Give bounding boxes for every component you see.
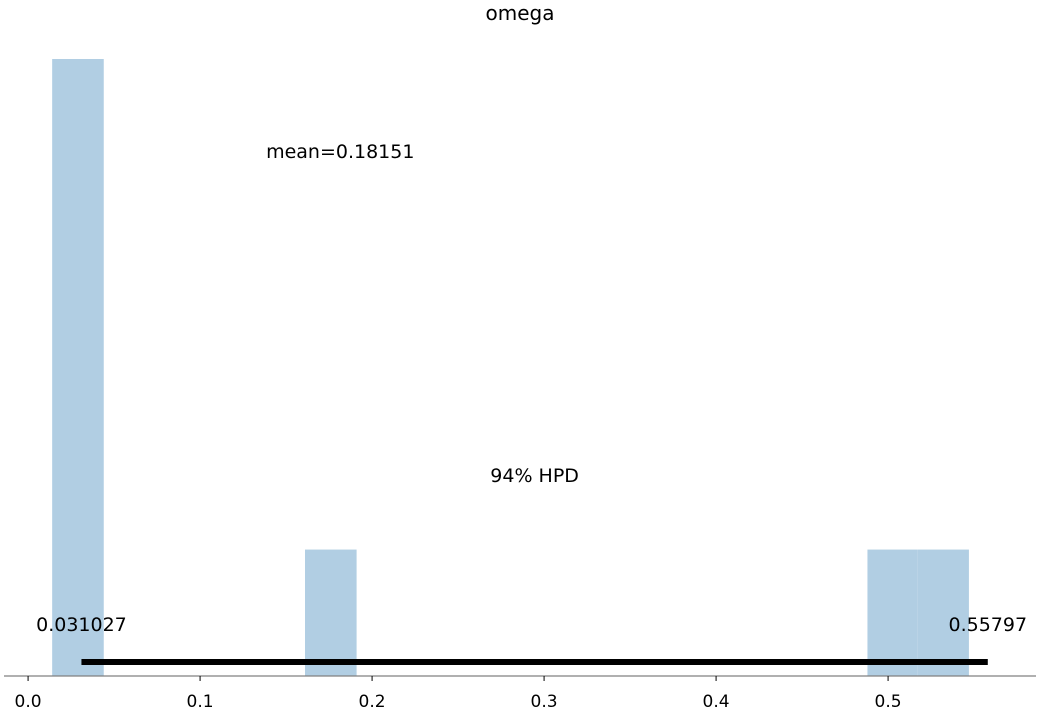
x-tick-label: 0.2 bbox=[359, 692, 386, 712]
histogram-bar-3 bbox=[917, 549, 969, 676]
hpd-high-label: 0.55797 bbox=[948, 614, 1027, 636]
mean-label: mean=0.18151 bbox=[266, 141, 414, 163]
histogram-bar-1 bbox=[305, 549, 357, 676]
x-tick-label: 0.3 bbox=[531, 692, 558, 712]
x-tick-label: 0.0 bbox=[15, 692, 42, 712]
hpd-label: 94% HPD bbox=[490, 465, 579, 487]
x-tick-label: 0.5 bbox=[875, 692, 902, 712]
histogram-bar-0 bbox=[52, 59, 104, 676]
hpd-low-label: 0.031027 bbox=[36, 614, 127, 636]
histogram-bars bbox=[52, 59, 969, 676]
x-axis-ticks: 0.0 0.1 0.2 0.3 0.4 0.5 bbox=[15, 676, 902, 712]
x-tick-label: 0.4 bbox=[703, 692, 730, 712]
histogram-bar-2 bbox=[867, 549, 918, 676]
x-tick-label: 0.1 bbox=[187, 692, 214, 712]
chart-title: omega bbox=[486, 1, 555, 25]
